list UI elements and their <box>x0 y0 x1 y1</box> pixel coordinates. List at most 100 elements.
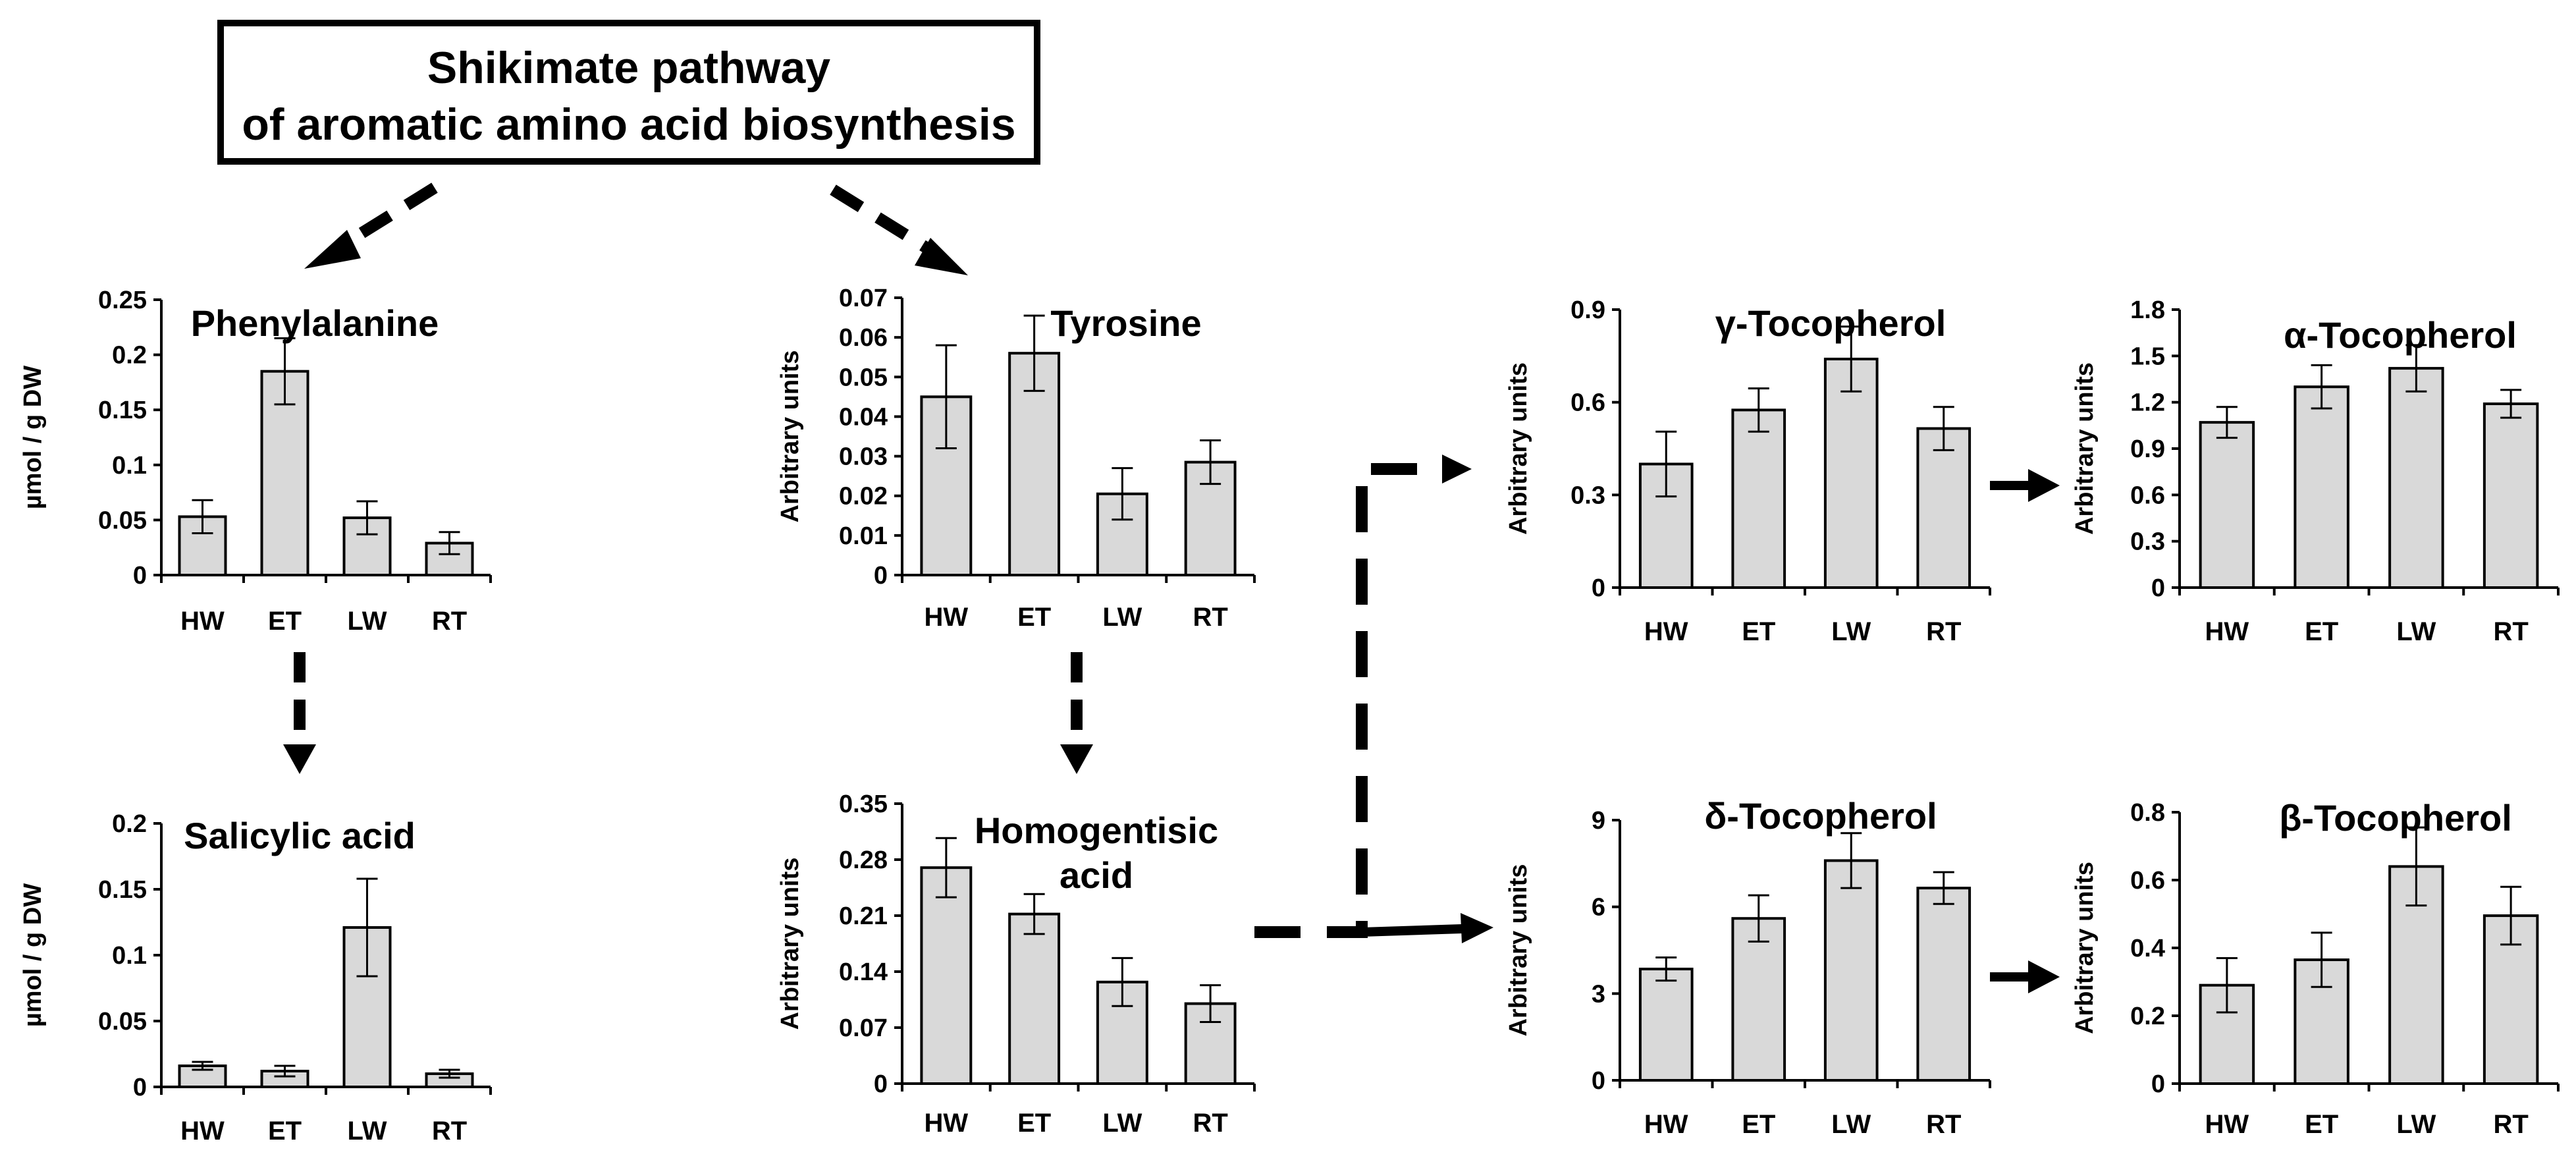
y-tick-label: 0.15 <box>98 397 147 424</box>
pathway-arrows <box>283 182 2060 993</box>
arrowhead-homogentisic <box>1060 744 1093 774</box>
y-tick-label: 0.07 <box>839 1014 888 1042</box>
y-tick-label: 0.9 <box>2130 435 2165 463</box>
category-label: ET <box>1017 603 1051 632</box>
arrowhead-salicylic <box>283 744 316 774</box>
arrowhead-tyrosine <box>915 238 968 275</box>
chart-5: HW ET LW RT 0 0.3 0.6 0.9 1.2 1.5 1.8 Arbitrary uni… <box>2071 296 2560 646</box>
y-tick-label: 0.04 <box>839 403 888 431</box>
bar-LW <box>1823 358 1879 589</box>
y-tick-label: 0 <box>133 562 147 590</box>
category-label: LW <box>1102 1109 1142 1138</box>
chart-4: HW ET LW RT 0 0.3 0.6 0.9 Arbitrary units γ-Tocop… <box>1505 296 1991 646</box>
category-label: HW <box>1644 617 1688 646</box>
y-axis-label: µmol / g DW <box>19 366 47 509</box>
category-label: LW <box>2396 617 2436 646</box>
y-tick-label: 0.2 <box>112 342 147 370</box>
category-label: ET <box>1742 1110 1775 1139</box>
category-label: HW <box>1644 1110 1688 1139</box>
y-tick-label: 0 <box>874 1070 888 1098</box>
category-label: RT <box>2493 1110 2528 1139</box>
y-axis-label: Arbitrary units <box>2071 362 2099 535</box>
y-tick-label: 1.8 <box>2130 296 2165 324</box>
y-tick-label: 0.25 <box>98 287 147 314</box>
y-tick-label: 0.03 <box>839 443 888 471</box>
y-tick-label: 0.06 <box>839 324 888 352</box>
y-tick-label: 0.6 <box>2130 482 2165 509</box>
y-tick-label: 0.05 <box>839 364 888 391</box>
chart-title: β-Tocopherol <box>2279 797 2512 839</box>
chart-title: δ-Tocopherol <box>1704 795 1937 837</box>
arrow-to-delta-tocopherol <box>1361 924 1462 937</box>
y-tick-label: 1.5 <box>2130 343 2165 370</box>
header-line-1: Shikimate pathway <box>427 43 831 93</box>
y-tick-label: 0.3 <box>2130 528 2165 556</box>
category-label: RT <box>1193 603 1227 632</box>
y-tick-label: 0.05 <box>98 1008 147 1036</box>
category-label: HW <box>925 603 969 632</box>
y-axis-label: µmol / g DW <box>19 883 47 1027</box>
chart-title: Tyrosine <box>1050 302 1201 344</box>
y-tick-label: 0 <box>2151 574 2165 602</box>
y-tick-label: 0.9 <box>1570 296 1605 324</box>
chart-title: γ-Tocopherol <box>1715 302 1946 344</box>
category-label: RT <box>1926 617 1961 646</box>
y-tick-label: 0 <box>874 562 888 590</box>
bar-HW <box>2199 421 2255 590</box>
arrow-homogentisic-branch <box>1254 463 1449 938</box>
y-axis-label: Arbitrary units <box>776 350 804 523</box>
header-line-2: of aromatic amino acid biosynthesis <box>242 99 1016 150</box>
y-tick-label: 0.35 <box>839 790 888 818</box>
category-label: ET <box>268 1117 302 1146</box>
category-label: ET <box>2305 1110 2338 1139</box>
bar-LW <box>1823 859 1879 1082</box>
y-tick-label: 0 <box>1592 574 1605 602</box>
y-tick-label: 0.2 <box>112 810 147 838</box>
y-tick-label: 0.21 <box>839 902 888 930</box>
y-tick-label: 3 <box>1592 980 1605 1008</box>
bar-RT <box>1916 887 1972 1082</box>
category-label: RT <box>1926 1110 1961 1139</box>
chart-2: HW ET LW RT 0 0.01 0.02 0.03 0.04 0.05 0.06 0.07 Arb… <box>776 285 1256 632</box>
category-label: ET <box>268 607 302 636</box>
chart-6: HW ET LW RT 0 3 6 9 Arbitrary units δ-Tocopherol <box>1505 795 1991 1139</box>
y-axis-label: Arbitrary units <box>2071 862 2099 1034</box>
y-tick-label: 0.2 <box>2130 1003 2165 1030</box>
category-label: LW <box>1831 1110 1871 1139</box>
y-tick-label: 0.3 <box>1570 482 1605 509</box>
arrow-shikimate-to-tyrosine <box>830 184 932 254</box>
y-tick-label: 0.4 <box>2130 935 2165 962</box>
y-tick-label: 0.1 <box>112 942 147 970</box>
category-label: ET <box>2305 617 2338 646</box>
category-label: HW <box>180 607 225 636</box>
y-tick-label: 0.07 <box>839 285 888 312</box>
y-tick-label: 0.6 <box>2130 867 2165 895</box>
charts-group: HW ET LW RT 0 0.05 0.1 0.15 0.2 0.25 µmol / g DW Ph… <box>19 285 2560 1146</box>
category-label: LW <box>2396 1110 2436 1139</box>
category-label: HW <box>925 1109 969 1138</box>
y-tick-label: 6 <box>1592 894 1605 922</box>
arrowhead-alpha-tocopherol <box>2028 469 2060 502</box>
y-tick-label: 0 <box>133 1074 147 1101</box>
bar-LW <box>2388 367 2444 589</box>
arrowhead-gamma-tocopherol <box>1442 455 1472 484</box>
bar-ET <box>1731 917 1786 1082</box>
bar-HW <box>920 866 973 1085</box>
bar-RT <box>2482 402 2539 589</box>
arrowhead-delta-tocopherol <box>1461 913 1493 943</box>
pathway-header-box: Shikimate pathway of aromatic amino acid… <box>217 20 1040 165</box>
y-tick-label: 0.15 <box>98 876 147 904</box>
y-tick-label: 0.28 <box>839 846 888 874</box>
chart-title: Salicylic acid <box>184 815 416 856</box>
category-label: HW <box>180 1117 225 1146</box>
chart-3: HW ET LW RT 0 0.07 0.14 0.21 0.28 0.35 Arbitrary u… <box>776 790 1256 1138</box>
category-label: ET <box>1742 617 1775 646</box>
chart-0: HW ET LW RT 0 0.05 0.1 0.15 0.2 0.25 µmol / g DW Ph… <box>19 287 492 636</box>
category-label: HW <box>2205 617 2249 646</box>
category-label: HW <box>2205 1110 2249 1139</box>
y-tick-label: 0.05 <box>98 507 147 534</box>
y-tick-label: 0.1 <box>112 452 147 480</box>
bar-RT <box>1916 427 1972 589</box>
bar-ET <box>1731 408 1786 590</box>
